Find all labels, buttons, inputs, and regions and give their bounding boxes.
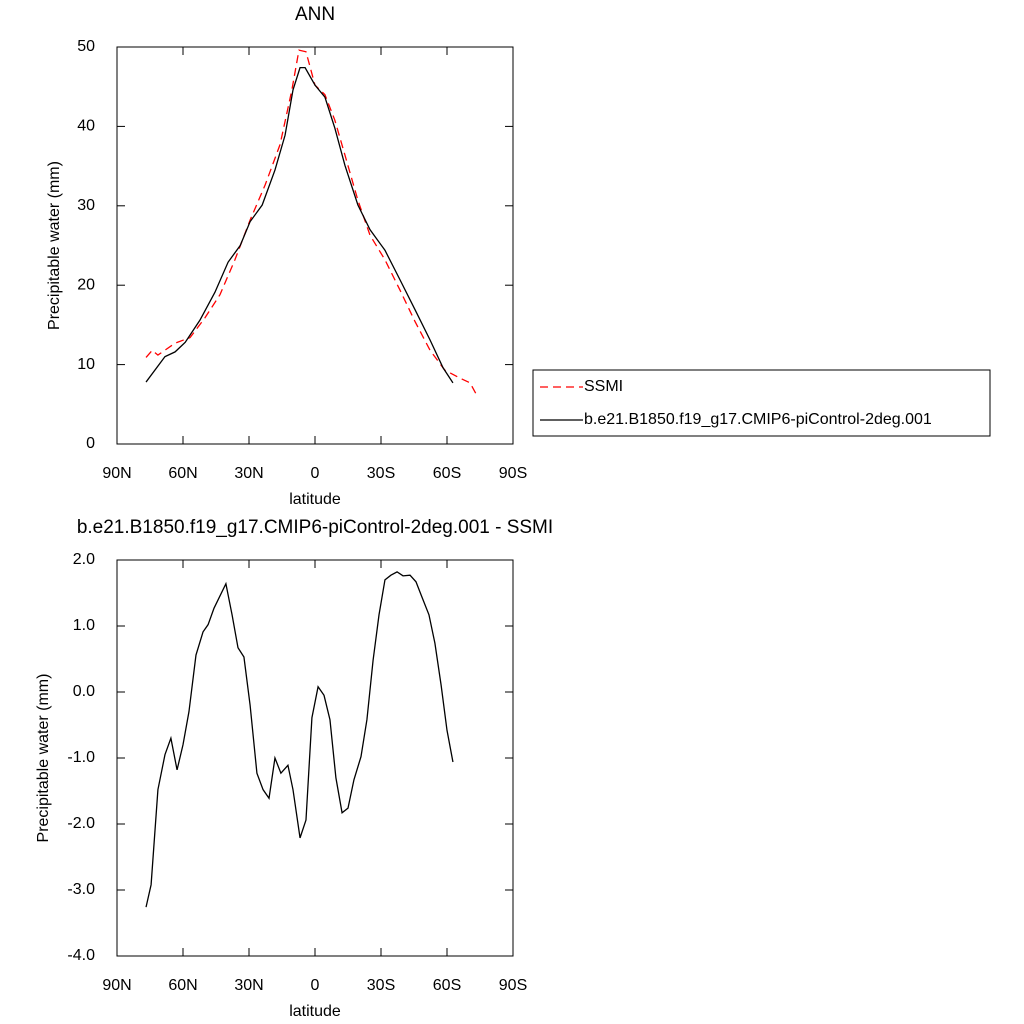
y-tick-label: -3.0 — [67, 881, 95, 898]
y-tick-label: 20 — [77, 276, 95, 293]
y-tick-label: 0 — [86, 435, 95, 452]
data-line — [145, 571, 454, 908]
y-tick-label: -2.0 — [67, 815, 95, 832]
y-tick-label: 2.0 — [73, 551, 95, 568]
x-tick-label: 0 — [311, 465, 320, 482]
y-tick-label: 10 — [77, 356, 95, 373]
y-tick-label: 30 — [77, 197, 95, 214]
data-line — [145, 49, 479, 398]
y-tick-label: 0.0 — [73, 683, 95, 700]
plot-frame — [116, 559, 514, 957]
y-tick-label: 50 — [77, 38, 95, 55]
y-tick-label: -1.0 — [67, 749, 95, 766]
x-axis-label: latitude — [289, 1003, 341, 1020]
x-tick-label: 60N — [168, 977, 197, 994]
x-tick-label: 90S — [499, 977, 527, 994]
x-tick-label: 30N — [234, 977, 263, 994]
x-tick-label: 60S — [433, 465, 461, 482]
plot-frame — [116, 46, 514, 445]
x-tick-label: 30N — [234, 465, 263, 482]
y-axis-label: Precipitable water (mm) — [46, 161, 63, 330]
y-tick-label: -4.0 — [67, 947, 95, 964]
x-tick-label: 30S — [367, 977, 395, 994]
x-tick-label: 90S — [499, 465, 527, 482]
x-tick-label: 0 — [311, 977, 320, 994]
legend-label: SSMI — [584, 378, 623, 395]
x-tick-label: 60N — [168, 465, 197, 482]
data-line — [145, 66, 454, 384]
y-tick-label: 40 — [77, 118, 95, 135]
x-tick-label: 90N — [102, 465, 131, 482]
x-axis-label: latitude — [289, 491, 341, 508]
y-axis-label: Precipitable water (mm) — [35, 674, 52, 843]
x-tick-label: 30S — [367, 465, 395, 482]
legend-label: b.e21.B1850.f19_g17.CMIP6-piControl-2deg… — [584, 411, 932, 428]
x-tick-label: 90N — [102, 977, 131, 994]
chart-title: ANN — [295, 4, 335, 25]
y-tick-label: 1.0 — [73, 617, 95, 634]
x-tick-label: 60S — [433, 977, 461, 994]
chart-title: b.e21.B1850.f19_g17.CMIP6-piControl-2deg… — [77, 517, 553, 538]
legend-box — [532, 369, 991, 437]
